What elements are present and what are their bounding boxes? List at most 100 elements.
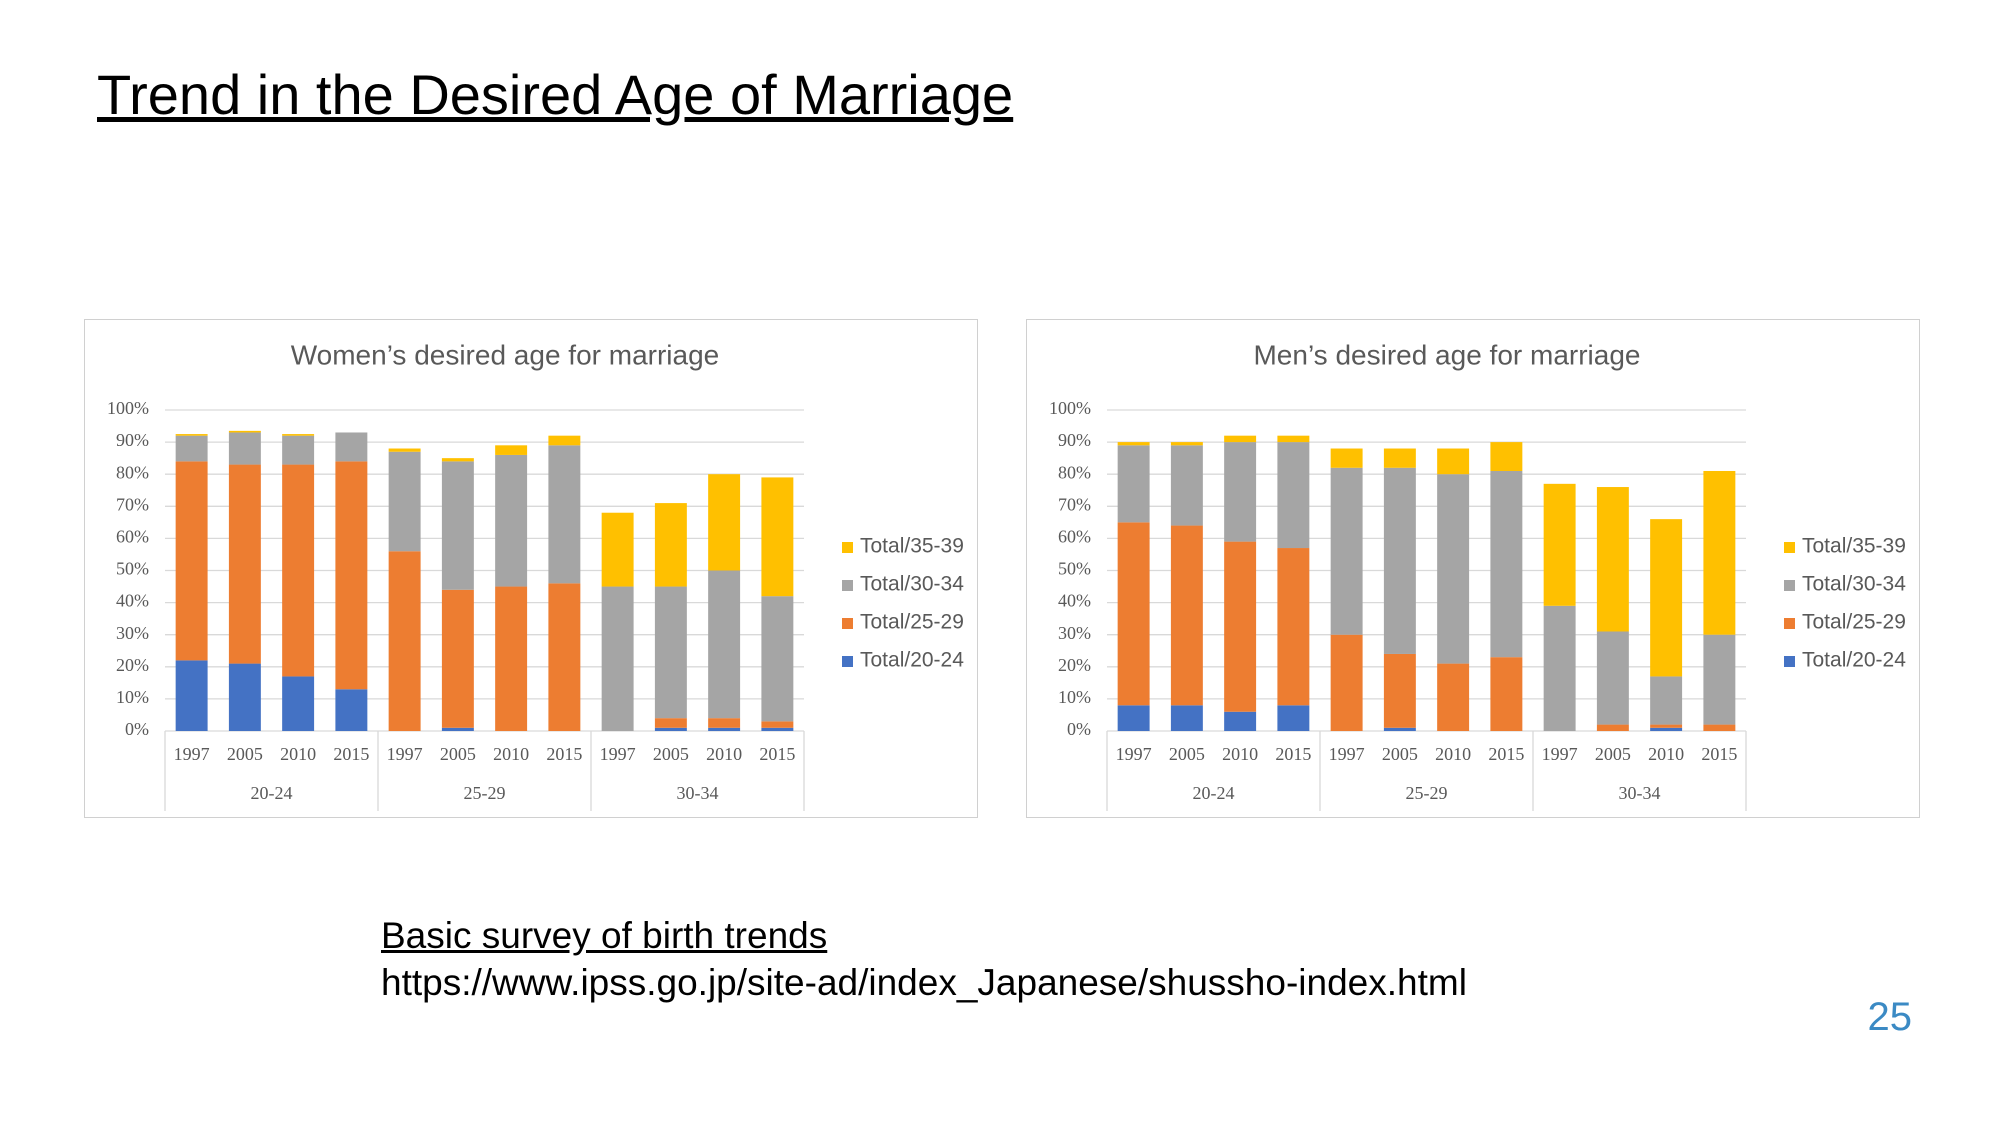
bar-segment bbox=[1543, 605, 1576, 731]
bar-segment bbox=[282, 464, 315, 677]
bar-segment bbox=[761, 727, 794, 731]
bar-segment bbox=[1437, 448, 1470, 475]
bar-segment bbox=[1703, 634, 1736, 725]
bar-segment bbox=[708, 727, 741, 731]
bar-segment bbox=[1170, 442, 1203, 446]
bar-segment bbox=[388, 448, 421, 452]
x-tick-label: 2015 bbox=[546, 744, 582, 764]
group-label: 25-29 bbox=[1406, 783, 1448, 803]
y-tick-label: 60% bbox=[1058, 527, 1091, 547]
legend-swatch bbox=[1784, 542, 1795, 553]
x-tick-label: 2005 bbox=[440, 744, 476, 764]
bar-segment bbox=[708, 570, 741, 719]
bar-segment bbox=[1596, 487, 1629, 632]
bar-segment bbox=[1117, 442, 1150, 446]
bar-segment bbox=[1117, 705, 1150, 731]
bar-segment bbox=[1170, 445, 1203, 526]
x-tick-label: 1997 bbox=[387, 744, 423, 764]
x-tick-label: 2005 bbox=[653, 744, 689, 764]
bar-segment bbox=[654, 718, 687, 728]
bar-segment bbox=[228, 430, 261, 433]
source: Basic survey of birth trends https://www… bbox=[381, 912, 1467, 1006]
bar-segment bbox=[761, 596, 794, 722]
bar-segment bbox=[388, 451, 421, 552]
chart: Men’s desired age for marriage 0% 10% 20% 3… bbox=[1026, 319, 1920, 818]
x-tick-label: 2015 bbox=[1275, 744, 1311, 764]
bar-segment bbox=[1277, 442, 1310, 549]
bar-segment bbox=[1277, 548, 1310, 706]
bar-segment bbox=[228, 663, 261, 731]
bar-segment bbox=[1650, 676, 1683, 725]
x-tick-label: 2010 bbox=[706, 744, 742, 764]
group-label: 20-24 bbox=[251, 783, 293, 803]
bar-segment bbox=[1224, 541, 1257, 712]
legend-swatch bbox=[842, 580, 853, 591]
page-number: 25 bbox=[1867, 995, 1913, 1039]
y-tick-label: 0% bbox=[125, 719, 149, 739]
bar-segment bbox=[548, 445, 581, 584]
x-tick-label: 2010 bbox=[493, 744, 529, 764]
x-tick-label: 2005 bbox=[1169, 744, 1205, 764]
y-tick-label: 10% bbox=[1058, 687, 1091, 707]
bar-segment bbox=[1383, 727, 1416, 731]
x-tick-label: 2015 bbox=[1701, 744, 1737, 764]
bar-segment bbox=[228, 464, 261, 664]
bar-segment bbox=[1330, 448, 1363, 468]
legend-label: Total/30-34 bbox=[860, 573, 964, 596]
bar-segment bbox=[1596, 724, 1629, 731]
bar-segment bbox=[1650, 724, 1683, 728]
bar-segment bbox=[601, 586, 634, 731]
bar-segment bbox=[1490, 657, 1523, 731]
y-tick-label: 40% bbox=[116, 591, 149, 611]
x-tick-label: 1997 bbox=[1116, 744, 1152, 764]
x-tick-label: 1997 bbox=[600, 744, 636, 764]
x-tick-label: 2010 bbox=[1222, 744, 1258, 764]
bar-segment bbox=[282, 434, 315, 436]
x-tick-label: 2015 bbox=[759, 744, 795, 764]
group-label: 20-24 bbox=[1193, 783, 1235, 803]
x-tick-label: 2005 bbox=[1382, 744, 1418, 764]
bar-segment bbox=[1277, 705, 1310, 731]
group-label: 30-34 bbox=[677, 783, 719, 803]
legend-label: Total/25-29 bbox=[1802, 611, 1906, 634]
group-label: 30-34 bbox=[1619, 783, 1661, 803]
chart-title: Women’s desired age for marriage bbox=[291, 339, 720, 370]
bar-segment bbox=[1703, 724, 1736, 731]
y-tick-label: 50% bbox=[116, 559, 149, 579]
y-tick-label: 20% bbox=[1058, 655, 1091, 675]
bar-segment bbox=[1383, 653, 1416, 728]
y-tick-label: 60% bbox=[116, 527, 149, 547]
y-tick-label: 20% bbox=[116, 655, 149, 675]
bar-segment bbox=[654, 586, 687, 719]
source-title: Basic survey of birth trends bbox=[381, 915, 828, 956]
slide-title: Trend in the Desired Age of Marriage bbox=[97, 63, 1014, 126]
bar-segment bbox=[1490, 470, 1523, 658]
bar-segment bbox=[282, 435, 315, 465]
bar-segment bbox=[548, 583, 581, 731]
y-tick-label: 30% bbox=[116, 623, 149, 643]
y-tick-label: 30% bbox=[1058, 623, 1091, 643]
y-tick-label: 90% bbox=[116, 430, 149, 450]
y-tick-label: 70% bbox=[1058, 494, 1091, 514]
bar-segment bbox=[1170, 525, 1203, 706]
legend-label: Total/35-39 bbox=[860, 535, 964, 558]
y-tick-label: 80% bbox=[116, 462, 149, 482]
bar-segment bbox=[761, 477, 794, 597]
legend-swatch bbox=[1784, 580, 1795, 591]
x-tick-label: 2010 bbox=[1648, 744, 1684, 764]
legend-swatch bbox=[842, 542, 853, 553]
x-tick-label: 2005 bbox=[1595, 744, 1631, 764]
x-tick-label: 2015 bbox=[333, 744, 369, 764]
bar-segment bbox=[654, 727, 687, 731]
bar-segment bbox=[335, 689, 368, 731]
legend-label: Total/25-29 bbox=[860, 611, 964, 634]
bar-segment bbox=[708, 718, 741, 728]
y-tick-label: 0% bbox=[1067, 719, 1091, 739]
bar-segment bbox=[1650, 519, 1683, 677]
chart: Women’s desired age for marriage 0% 10% 20… bbox=[84, 319, 978, 818]
x-tick-label: 1997 bbox=[1542, 744, 1578, 764]
chart-title: Men’s desired age for marriage bbox=[1253, 339, 1640, 370]
bar-segment bbox=[1596, 631, 1629, 725]
bar-segment bbox=[601, 512, 634, 587]
